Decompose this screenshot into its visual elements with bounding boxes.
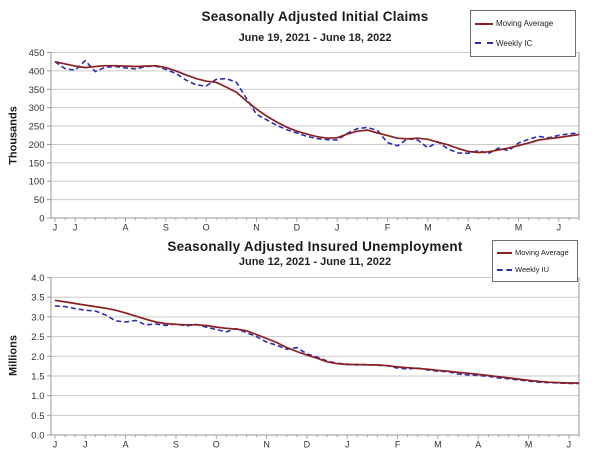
moving-average-line-sample-icon (475, 22, 493, 25)
y-tick-label: 50 (34, 195, 45, 206)
month-tick-label: J (335, 223, 340, 233)
month-tick-label: F (395, 440, 401, 450)
y-tick-label: 0.5 (31, 411, 44, 422)
legend-label-moving-average: Moving Average (515, 248, 569, 257)
legend-label-weekly-ic: Weekly IC (496, 38, 533, 48)
month-tick-label: N (263, 440, 270, 450)
month-tick-label: M (525, 440, 533, 450)
insured-unemployment-title: Seasonally Adjusted Insured Unemployment (167, 239, 463, 254)
month-tick-label: M (515, 223, 523, 233)
month-tick-label: N (253, 223, 260, 233)
month-tick-label: J (83, 440, 88, 450)
y-tick-label: 0 (39, 214, 44, 225)
month-tick-label: J (567, 440, 572, 450)
month-tick-label: S (173, 440, 179, 450)
month-tick-label: D (304, 440, 311, 450)
month-tick-label: J (53, 440, 58, 450)
y-tick-label: 100 (29, 177, 45, 188)
month-tick-label: A (123, 440, 129, 450)
initial-claims-date-range: June 19, 2021 - June 18, 2022 (238, 32, 392, 44)
y-tick-label: 250 (29, 122, 45, 133)
month-tick-label: F (385, 223, 391, 233)
month-tick-label: M (424, 223, 432, 233)
month-tick-label: O (213, 440, 220, 450)
month-tick-label: A (465, 223, 471, 233)
legend-row-weekly-iu: Weekly IU (497, 265, 573, 274)
y-tick-label: 400 (29, 66, 45, 77)
y-tick-label: 150 (29, 158, 45, 169)
y-tick-label: 2.5 (31, 332, 44, 343)
y-tick-label: 1.5 (31, 371, 44, 382)
y-tick-label: 350 (29, 85, 45, 96)
millions-axis-label: Millions (7, 335, 20, 376)
weekly-claims-line (54, 59, 580, 155)
month-tick-label: D (294, 223, 301, 233)
weekly-ic-line-sample-icon (475, 42, 493, 45)
y-tick-label: 3.5 (31, 293, 44, 304)
initial-claims-legend: Moving Average Weekly IC (470, 10, 576, 57)
y-tick-label: 200 (29, 140, 45, 151)
y-tick-label: 450 (29, 48, 45, 59)
legend-label-weekly-iu: Weekly IU (515, 265, 550, 274)
month-tick-label: J (557, 223, 562, 233)
thousands-axis-label: Thousands (7, 106, 20, 165)
y-tick-label: 300 (29, 103, 45, 114)
weekly-iu-line-sample-icon (497, 268, 512, 271)
y-tick-label: 4.0 (31, 273, 44, 284)
month-tick-label: A (123, 223, 129, 233)
insured-unemployment-legend: Moving Average Weekly IU (492, 240, 578, 282)
month-tick-label: J (53, 223, 58, 233)
legend-label-moving-average: Moving Average (496, 19, 554, 29)
month-tick-label: S (163, 223, 169, 233)
moving-average-line (54, 299, 579, 384)
y-tick-label: 2.0 (31, 352, 44, 363)
legend-row-weekly-ic: Weekly IC (475, 39, 571, 48)
month-tick-label: J (345, 440, 350, 450)
month-tick-label: A (475, 440, 481, 450)
y-tick-label: 0.0 (31, 431, 44, 442)
month-tick-label: O (203, 223, 210, 233)
moving-average-line-sample-icon (497, 251, 512, 254)
initial-claims-title: Seasonally Adjusted Initial Claims (201, 9, 429, 24)
month-tick-label: M (434, 440, 442, 450)
y-tick-label: 1.0 (31, 391, 44, 402)
legend-row-moving-average: Moving Average (497, 248, 573, 257)
moving-average-line (54, 60, 580, 154)
y-tick-label: 3.0 (31, 312, 44, 323)
month-tick-label: J (73, 223, 78, 233)
legend-row-moving-average: Moving Average (475, 19, 571, 28)
insured-unemployment-date-range: June 12, 2021 - June 11, 2022 (238, 256, 392, 268)
weekly-claims-line (54, 305, 579, 385)
